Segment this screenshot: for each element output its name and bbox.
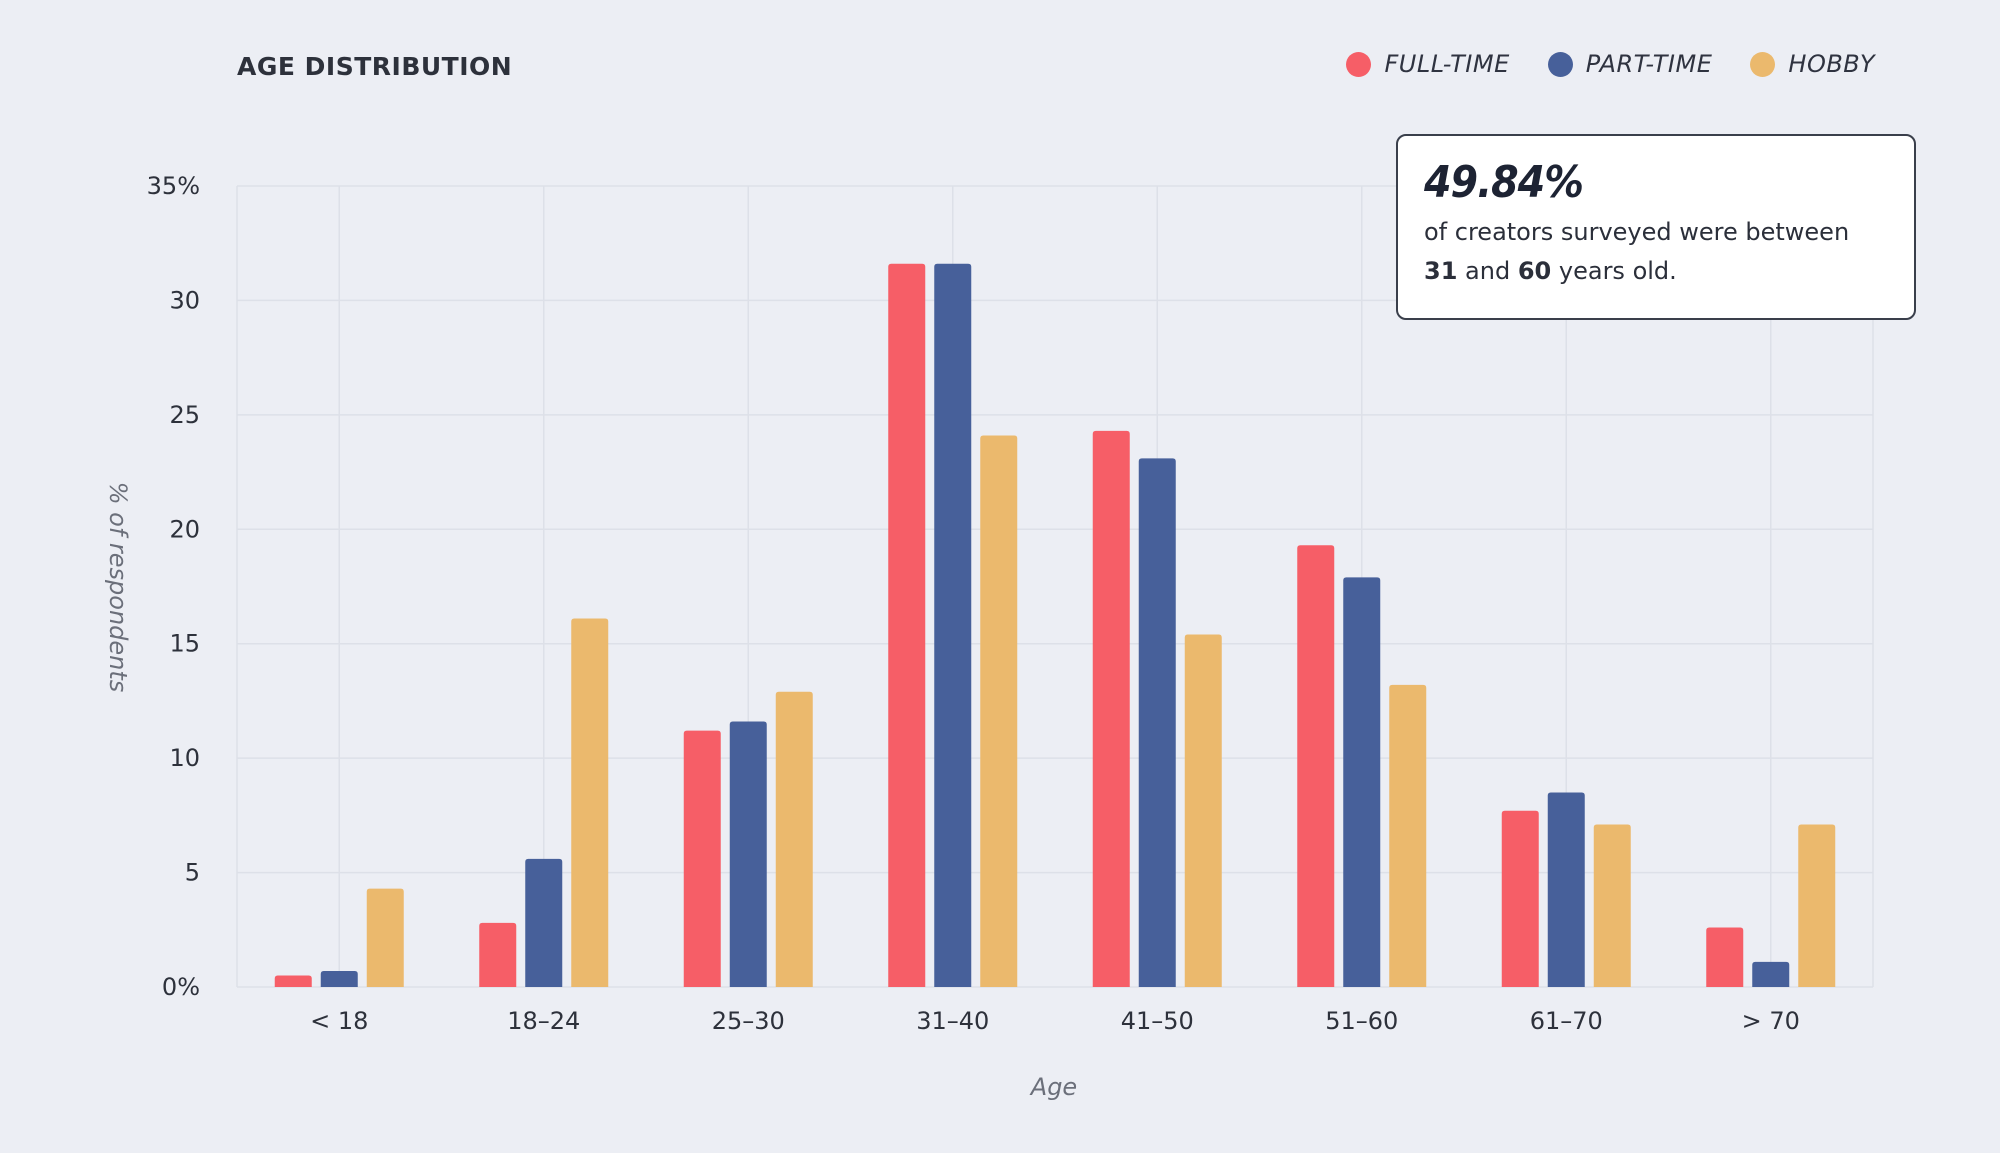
x-tick-label: > 70 <box>1742 1007 1800 1035</box>
y-tick-label: 30 <box>169 286 200 314</box>
bar-part-time <box>1343 577 1381 987</box>
legend-item-hobby: HOBBY <box>1750 50 1875 78</box>
legend-label-full-time: FULL-TIME <box>1384 50 1510 78</box>
legend-swatch-hobby <box>1750 51 1776 77</box>
bar-hobby <box>980 435 1018 987</box>
y-axis-title: % of respondents <box>104 482 132 693</box>
stat-callout: 49.84% of creators surveyed were between… <box>1396 134 1916 320</box>
bar-full-time <box>1706 927 1744 987</box>
legend-item-full-time: FULL-TIME <box>1346 50 1509 78</box>
callout-low-age: 31 <box>1424 256 1458 285</box>
y-tick-label: 5 <box>185 859 200 887</box>
chart-legend: FULL-TIME PART-TIME HOBBY <box>1346 50 1875 78</box>
y-tick-label: 10 <box>169 744 200 772</box>
chart-title: AGE DISTRIBUTION <box>237 52 513 81</box>
bar-full-time <box>274 975 312 987</box>
bar-full-time <box>683 730 721 987</box>
bar-hobby <box>1593 824 1631 987</box>
bar-part-time <box>525 858 563 987</box>
x-tick-label: 61–70 <box>1530 1007 1603 1035</box>
bars-layer <box>274 263 1836 988</box>
bar-full-time <box>1092 430 1130 987</box>
callout-text: of creators surveyed were between 31 and… <box>1424 213 1888 291</box>
bar-full-time <box>1297 545 1335 987</box>
bar-part-time <box>320 970 358 987</box>
callout-connector: and <box>1465 256 1511 285</box>
legend-label-part-time: PART-TIME <box>1585 50 1713 78</box>
callout-value: 49.84% <box>1424 157 1584 208</box>
bar-part-time <box>1752 961 1790 987</box>
legend-swatch-full-time <box>1346 51 1372 77</box>
x-tick-label: 41–50 <box>1121 1007 1194 1035</box>
bar-full-time <box>888 263 926 988</box>
bar-full-time <box>479 922 517 987</box>
labels-layer: 0% 5 10 15 20 25 30 35% < 18 18–24 25–30 31–40 41–50… <box>147 172 1800 1035</box>
y-tick-label: 35% <box>147 172 200 200</box>
y-tick-label: 25 <box>169 401 200 429</box>
callout-high-age: 60 <box>1517 256 1552 285</box>
x-tick-label: < 18 <box>310 1007 368 1035</box>
bar-part-time <box>1138 458 1176 988</box>
x-tick-label: 31–40 <box>916 1007 989 1035</box>
bar-hobby <box>366 888 404 987</box>
x-tick-label: 51–60 <box>1325 1007 1398 1035</box>
y-tick-label: 0% <box>162 973 200 1001</box>
y-tick-label: 20 <box>169 515 200 543</box>
bar-part-time <box>1547 792 1585 987</box>
legend-swatch-part-time <box>1547 51 1573 77</box>
x-tick-label: 18–24 <box>507 1007 580 1035</box>
bar-hobby <box>1798 824 1836 987</box>
x-tick-label: 25–30 <box>712 1007 785 1035</box>
bar-hobby <box>571 618 609 987</box>
bar-part-time <box>729 721 767 987</box>
bar-hobby <box>1389 684 1427 987</box>
legend-label-hobby: HOBBY <box>1788 50 1875 78</box>
bar-full-time <box>1501 810 1539 987</box>
bar-hobby <box>1184 634 1222 987</box>
legend-item-part-time: PART-TIME <box>1547 50 1713 78</box>
bar-part-time <box>934 263 972 988</box>
x-axis-title: Age <box>1029 1073 1077 1101</box>
callout-text-suffix: years old. <box>1558 256 1677 285</box>
callout-text-prefix: of creators surveyed were between <box>1424 217 1850 246</box>
y-tick-label: 15 <box>169 630 200 658</box>
bar-hobby <box>775 691 813 987</box>
